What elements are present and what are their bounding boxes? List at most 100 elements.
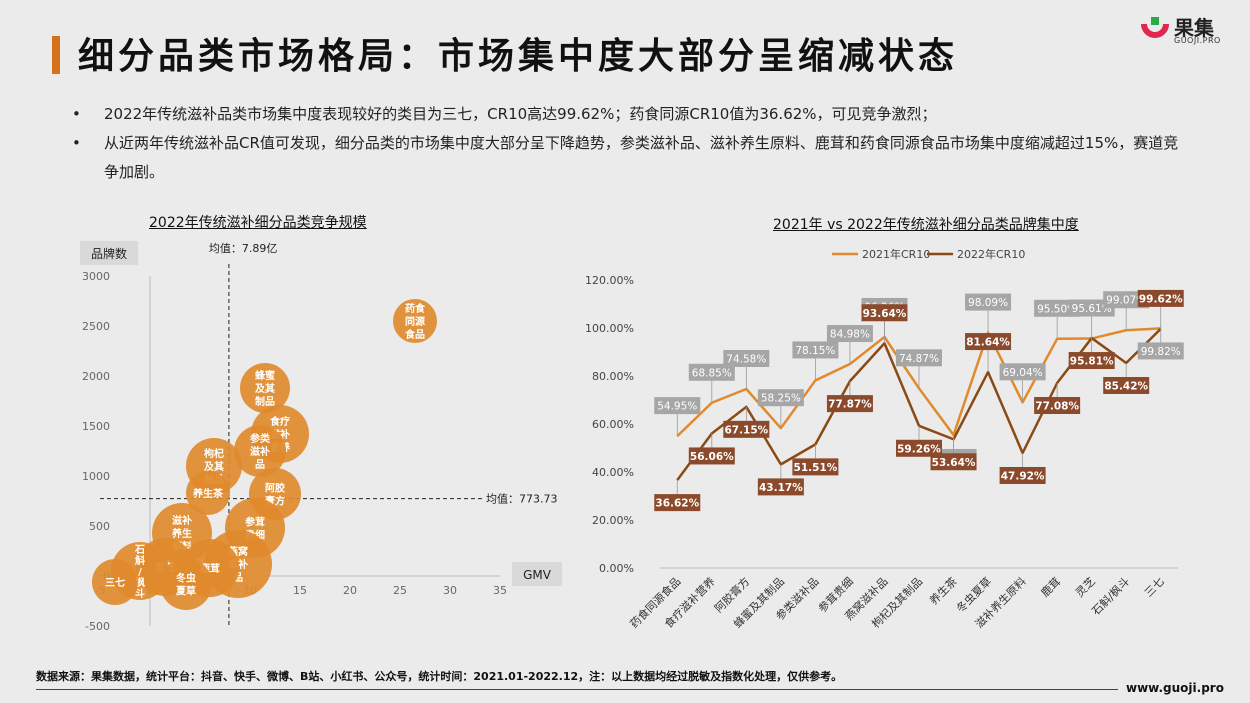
- y-tick-label: 40.00%: [592, 466, 634, 479]
- bubble-label: 参茸: [245, 516, 265, 529]
- y-tick-label: 60.00%: [592, 418, 634, 431]
- data-label-bg: [1103, 376, 1150, 394]
- data-label-bg: [896, 349, 942, 367]
- bubble-label: 枫: [135, 576, 145, 589]
- data-label-bg: [757, 389, 804, 407]
- bubble-label: 养生茶: [192, 487, 224, 500]
- x-axis-label: GMV: [523, 568, 552, 582]
- data-label-bg: [861, 304, 908, 322]
- data-label: 78.15%: [792, 341, 839, 381]
- bubble-label: 食疗: [269, 415, 290, 428]
- x-category-label: 三七: [1142, 575, 1167, 600]
- data-label-text: 51.51%: [794, 462, 838, 474]
- data-label-bg: [654, 494, 701, 512]
- y-axis-label: 品牌数: [91, 246, 127, 261]
- data-label: 36.62%: [654, 480, 701, 512]
- legend: 2021年CR10 2022年CR10: [832, 247, 1025, 261]
- data-label-text: 77.08%: [1035, 401, 1079, 413]
- x-tick-label: 20: [343, 584, 357, 597]
- bubble-label: 石: [134, 544, 145, 556]
- legend-label: 2022年CR10: [957, 247, 1025, 261]
- data-label-text: 53.64%: [932, 457, 976, 469]
- data-label: 58.25%: [757, 389, 804, 429]
- data-label-bg: [1034, 397, 1081, 415]
- data-label: 77.87%: [826, 381, 873, 413]
- data-label-bg: [930, 453, 977, 471]
- x-tick-label: 30: [443, 584, 457, 597]
- bubble-label: /: [138, 567, 142, 578]
- data-label-bg: [999, 363, 1046, 381]
- data-label: 67.15%: [723, 406, 770, 438]
- data-label-bg: [1137, 342, 1184, 360]
- y-tick-label: 100.00%: [585, 322, 634, 335]
- y-tick-label: -500: [85, 620, 110, 633]
- legend-label: 2021年CR10: [862, 247, 930, 261]
- data-label-bg: [1103, 291, 1150, 309]
- data-label: 95.50%: [1034, 299, 1081, 339]
- bubble-label: 滋补: [250, 445, 270, 458]
- data-label-text: 84.98%: [830, 329, 870, 341]
- data-label-text: 77.87%: [828, 399, 872, 411]
- logo-subtitle: GUOJI.PRO: [1174, 36, 1221, 45]
- data-label: 59.26%: [896, 425, 942, 457]
- data-label-bg: [965, 333, 1012, 351]
- data-label-text: 58.25%: [761, 393, 801, 405]
- data-label-bg: [896, 439, 942, 457]
- data-label-text: 78.15%: [795, 345, 835, 357]
- data-label-bg: [654, 397, 701, 415]
- bubble-label: 品: [255, 459, 265, 471]
- x-category-label: 养生茶: [926, 574, 959, 607]
- line-chart: 0.00% 20.00% 40.00% 60.00% 80.00% 100.00% 120.…: [585, 247, 1184, 631]
- y-tick-label: 2500: [82, 320, 110, 333]
- data-label: 77.08%: [1034, 383, 1081, 415]
- data-label-text: 95.50%: [1037, 303, 1077, 315]
- bubble-养生茶: 养生茶: [186, 471, 230, 515]
- data-label: 99.07%: [1103, 291, 1150, 331]
- line-chart-title: 2021年 vs 2022年传统滋补细分品类品牌集中度: [773, 217, 1079, 233]
- bubble-蜂蜜及其制品: 蜂蜜及其制品: [240, 363, 290, 413]
- bubble-label: 及其: [255, 382, 275, 395]
- data-label-text: 43.17%: [759, 482, 803, 494]
- data-label-text: 67.15%: [724, 424, 768, 436]
- y-tick-label: 3000: [82, 270, 110, 283]
- bubble-label: 食品: [404, 328, 425, 341]
- x-tick-label: 25: [393, 584, 407, 597]
- data-label-text: 74.58%: [726, 354, 766, 366]
- x-tick-label: 15: [293, 584, 307, 597]
- bubble-label: 同源: [405, 315, 425, 328]
- scatter-chart: -500050010001500200025003000-50510152025…: [80, 241, 562, 633]
- scatter-chart-title: 2022年传统滋补细分品类竞争规模: [149, 215, 367, 231]
- data-label: 51.51%: [792, 444, 839, 476]
- data-label-text: 99.07%: [1106, 295, 1146, 307]
- logo-name: 果集: [1174, 16, 1214, 40]
- y-tick-label: 500: [89, 520, 110, 533]
- data-label: 69.04%: [999, 363, 1046, 403]
- data-label: 99.82%: [1137, 328, 1184, 360]
- data-label-text: 99.82%: [1141, 346, 1181, 358]
- data-label-bg: [723, 420, 770, 438]
- data-label-text: 74.87%: [899, 353, 939, 365]
- data-label-bg: [792, 458, 839, 476]
- data-label-text: 68.85%: [692, 367, 732, 379]
- bubble-label: 夏草: [175, 585, 196, 598]
- footer-url[interactable]: www.guoji.pro: [1126, 681, 1224, 695]
- data-label: 43.17%: [757, 464, 804, 496]
- bubble-label: 及其: [204, 460, 224, 473]
- guoji-logo-icon: [1141, 17, 1169, 38]
- data-label-text: 95.61%: [1072, 303, 1112, 315]
- data-label-bg: [757, 478, 804, 496]
- bullet-list: 2022年传统滋补品类市场集中度表现较好的类目为三七，CR10高达99.62%；…: [72, 100, 1192, 187]
- data-label-text: 95.81%: [1070, 356, 1114, 368]
- bubble-label: 枸杞: [204, 447, 224, 460]
- bubble-circle: [92, 559, 138, 605]
- y-tick-label: 20.00%: [592, 514, 634, 527]
- bubble-circle: [186, 471, 230, 515]
- data-label-bg: [1068, 299, 1115, 317]
- bubble-label: 参类: [250, 432, 270, 445]
- data-label: 47.92%: [999, 452, 1046, 484]
- y-tick-label: 2000: [82, 370, 110, 383]
- data-label: 99.62%: [1137, 289, 1184, 329]
- data-label-bg: [1068, 352, 1115, 370]
- bubble-冬虫夏草: 冬虫夏草: [160, 558, 212, 610]
- data-label: 95.61%: [1068, 299, 1115, 339]
